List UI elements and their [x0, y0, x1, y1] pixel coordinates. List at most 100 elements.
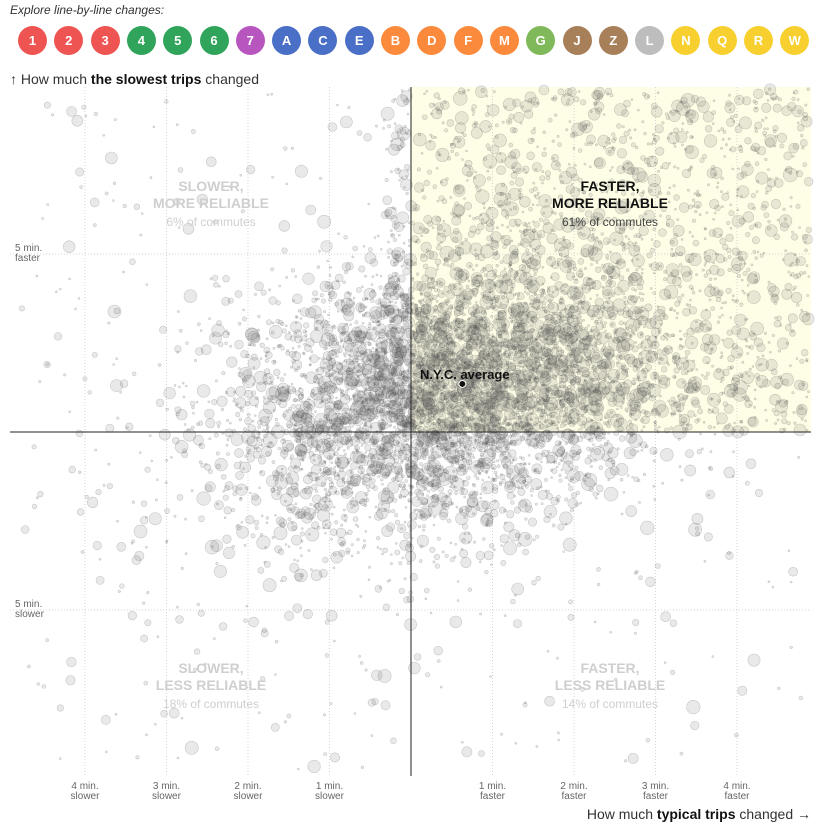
scatter-point [489, 411, 493, 415]
scatter-point [287, 466, 293, 472]
scatter-point [476, 476, 480, 481]
scatter-point [335, 396, 338, 400]
line-button-z[interactable]: Z [598, 26, 628, 55]
line-button-d[interactable]: D [417, 26, 447, 55]
scatter-point [363, 503, 368, 508]
scatter-point [329, 466, 333, 470]
line-button-a[interactable]: A [272, 26, 302, 55]
scatter-point [293, 329, 302, 339]
scatter-point [159, 428, 171, 441]
scatter-point [397, 233, 401, 237]
line-button-1[interactable]: 1 [18, 26, 47, 55]
scatter-point [504, 337, 507, 341]
line-button-e[interactable]: E [344, 26, 374, 55]
scatter-point [336, 309, 340, 313]
scatter-point [302, 272, 315, 285]
scatter-point [314, 327, 318, 331]
scatter-point [233, 397, 236, 400]
scatter-point [372, 339, 376, 343]
scatter-point [339, 391, 343, 395]
scatter-point [252, 366, 256, 369]
scatter-point [429, 441, 433, 445]
scatter-point [477, 457, 487, 467]
line-button-n[interactable]: N [671, 26, 701, 55]
scatter-point [205, 418, 216, 429]
scatter-point [551, 402, 554, 406]
line-button-b[interactable]: B [381, 26, 410, 55]
scatter-point [619, 477, 624, 482]
scatter-point [598, 465, 604, 471]
line-button-j[interactable]: J [562, 26, 592, 55]
scatter-point [419, 462, 423, 467]
scatter-point [492, 396, 496, 399]
scatter-point [631, 331, 635, 335]
scatter-point [406, 519, 417, 530]
scatter-point [320, 482, 327, 488]
scatter-point [418, 559, 423, 563]
scatter-point [459, 549, 468, 558]
scatter-point [446, 263, 450, 267]
scatter-point [361, 321, 365, 325]
line-button-w[interactable]: W [780, 26, 810, 55]
scatter-point [363, 389, 371, 397]
scatter-point [224, 341, 228, 345]
scatter-point [262, 578, 277, 593]
scatter-point [274, 417, 279, 422]
scatter-point [275, 300, 281, 306]
scatter-point [437, 242, 441, 246]
scatter-point [303, 342, 307, 346]
scatter-point [523, 290, 527, 294]
scatter-point [435, 349, 441, 355]
scatter-point [345, 547, 351, 553]
scatter-point [339, 542, 345, 547]
scatter-point [308, 363, 312, 367]
scatter-point [317, 387, 326, 396]
scatter-point [590, 400, 594, 403]
scatter-point [481, 500, 491, 510]
scatter-point [638, 501, 641, 504]
scatter-point [744, 480, 750, 486]
scatter-point [364, 311, 368, 315]
scatter-point [398, 178, 401, 182]
scatter-point [290, 382, 294, 386]
line-button-f[interactable]: F [453, 26, 483, 55]
scatter-point [377, 508, 380, 512]
line-button-g[interactable]: G [526, 26, 556, 55]
scatter-point [295, 482, 299, 486]
scatter-point [263, 561, 271, 568]
scatter-point [264, 354, 268, 358]
scatter-point [225, 443, 229, 447]
line-button-3[interactable]: 3 [90, 26, 120, 55]
scatter-point [280, 449, 289, 458]
line-button-5[interactable]: 5 [163, 26, 193, 55]
line-button-c[interactable]: C [308, 26, 338, 55]
scatter-point [338, 399, 342, 403]
scatter-point [489, 543, 495, 549]
scatter-point [652, 291, 656, 295]
line-button-l[interactable]: L [635, 26, 665, 55]
scatter-point [526, 474, 530, 478]
scatter-point [273, 368, 281, 377]
scatter-point [233, 461, 242, 470]
scatter-point [487, 475, 491, 479]
scatter-point [222, 275, 230, 283]
scatter-point [398, 495, 403, 500]
scatter-point [246, 435, 258, 447]
scatter-point [422, 481, 426, 484]
line-button-7[interactable]: 7 [235, 26, 265, 55]
scatter-point [699, 432, 702, 436]
scatter-point [463, 532, 467, 536]
line-button-2[interactable]: 2 [54, 26, 84, 55]
line-button-m[interactable]: M [489, 26, 519, 55]
scatter-point [622, 490, 626, 494]
scatter-point [398, 370, 404, 375]
line-button-q[interactable]: Q [707, 26, 737, 55]
scatter-point [551, 467, 558, 474]
scatter-point [467, 279, 471, 283]
scatter-point [474, 441, 478, 445]
line-button-4[interactable]: 4 [126, 26, 156, 55]
line-button-6[interactable]: 6 [199, 26, 229, 55]
line-button-r[interactable]: R [744, 26, 773, 55]
scatter-point [401, 432, 405, 436]
scatter-point [304, 333, 308, 337]
